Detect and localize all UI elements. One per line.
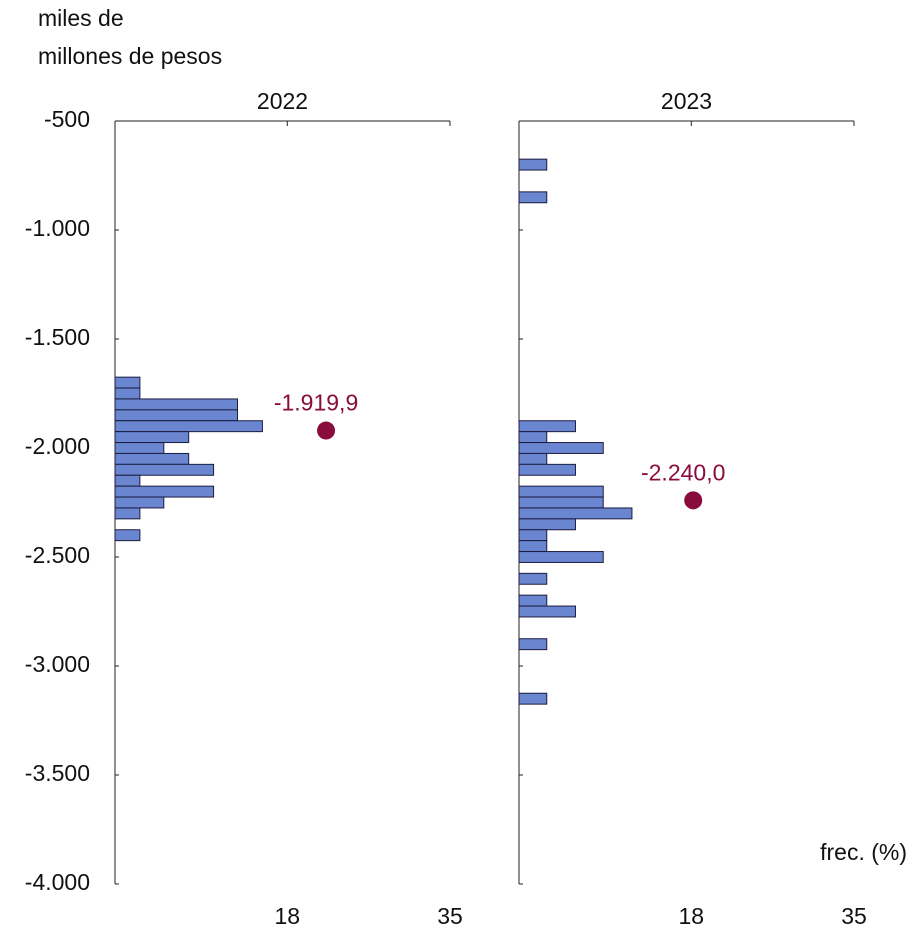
y-tick-label: -500	[44, 106, 90, 132]
bar	[518, 158, 548, 171]
bar	[114, 463, 215, 476]
bar	[518, 692, 548, 705]
y-tick-label: -1.500	[25, 324, 90, 350]
bar	[114, 496, 165, 509]
bar	[518, 191, 548, 204]
y-tick-label: -3.500	[25, 760, 90, 786]
bar	[518, 572, 548, 585]
bar	[518, 420, 576, 433]
bar	[518, 529, 548, 542]
bar	[114, 474, 141, 487]
bar	[114, 529, 141, 542]
mean-label: -2.240,0	[641, 459, 725, 485]
x-tick-label: 18	[678, 903, 704, 929]
bar	[518, 551, 604, 563]
y-tick-label: -2.000	[25, 433, 90, 459]
x-tick-label: 35	[841, 903, 867, 929]
bar	[518, 638, 548, 651]
bar	[518, 496, 604, 509]
mean-dot	[317, 421, 336, 440]
x-tick-label: 35	[437, 903, 463, 929]
bar	[518, 452, 548, 465]
bar	[114, 507, 141, 520]
panel-title: 2022	[257, 88, 308, 114]
bar	[518, 594, 548, 607]
y-axis-label: miles de	[38, 5, 124, 31]
bar	[114, 420, 263, 433]
y-tick-label: -1.000	[25, 215, 90, 241]
bar	[114, 431, 190, 444]
panel-title: 2023	[661, 88, 712, 114]
y-tick-label: -3.000	[25, 651, 90, 677]
bar	[518, 507, 633, 520]
mean-dot	[684, 491, 703, 510]
bar	[114, 398, 239, 411]
mean-label: -1.919,9	[274, 390, 358, 416]
y-tick-label: -2.500	[25, 542, 90, 568]
bar	[518, 431, 548, 444]
bar	[518, 485, 604, 498]
bar	[114, 452, 190, 465]
bar	[114, 442, 165, 454]
y-axis-label: millones de pesos	[38, 43, 222, 69]
bar	[518, 518, 576, 531]
bar	[114, 409, 239, 422]
bar	[518, 463, 576, 476]
bar	[518, 540, 548, 553]
bar	[114, 376, 141, 389]
bar	[518, 442, 604, 454]
bar	[114, 387, 141, 400]
bar	[518, 605, 576, 618]
x-tick-label: 18	[274, 903, 300, 929]
x-axis-label: frec. (%)	[820, 839, 907, 865]
bar	[114, 485, 215, 498]
y-tick-label: -4.000	[25, 869, 90, 895]
